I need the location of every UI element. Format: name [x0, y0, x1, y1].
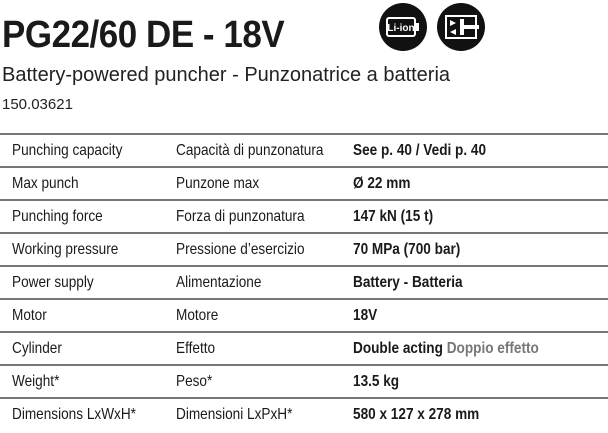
product-title: PG22/60 DE - 18V — [2, 14, 285, 56]
li-ion-label: Li-ion — [387, 23, 414, 34]
spec-value: 147 kN (15 t) — [353, 207, 434, 225]
spec-label-en: Motor — [12, 306, 47, 324]
table-row: Working pressure Pressione d’esercizio 70 … — [0, 232, 608, 266]
spec-value: Double acting — [353, 339, 443, 357]
table-row: Punching capacity Capacità di punzonatura… — [0, 133, 608, 167]
spec-value: 13.5 kg — [353, 372, 400, 390]
li-ion-battery-icon: Li-ion — [379, 3, 427, 51]
spec-value: 580 x 127 x 278 mm — [353, 405, 480, 423]
spec-value-it: Doppio effetto — [446, 339, 539, 357]
spec-label-it: Alimentazione — [176, 273, 262, 291]
spec-label-en: Max punch — [12, 174, 79, 192]
spec-label-it: Capacità di punzonatura — [176, 141, 324, 159]
table-row: Weight* Peso* 13.5 kg — [0, 364, 608, 398]
spec-label-it: Dimensioni LxPxH* — [176, 405, 293, 423]
table-row: Max punch Punzone max Ø 22 mm — [0, 166, 608, 200]
spec-value: 18V — [353, 306, 378, 324]
spec-value: See p. 40 / Vedi p. 40 — [353, 141, 487, 159]
spec-label-it: Pressione d’esercizio — [176, 240, 305, 258]
spec-label-en: Dimensions LxWxH* — [12, 405, 136, 423]
spec-label-en: Cylinder — [12, 339, 62, 357]
spec-label-it: Effetto — [176, 339, 216, 357]
spec-label-en: Weight* — [12, 372, 60, 390]
double-acting-cylinder-icon — [437, 3, 485, 51]
product-code: 150.03621 — [2, 96, 73, 113]
spec-value: 70 MPa (700 bar) — [353, 240, 461, 258]
table-row: Cylinder Effetto Double acting Doppio effe… — [0, 331, 608, 365]
spec-label-en: Punching capacity — [12, 141, 123, 159]
table-row: Motor Motore 18V — [0, 298, 608, 332]
spec-label-it: Punzone max — [176, 174, 260, 192]
table-row: Dimensions LxWxH* Dimensioni LxPxH* 580 x … — [0, 397, 608, 430]
spec-label-it: Motore — [176, 306, 219, 324]
spec-label-en: Punching force — [12, 207, 103, 225]
spec-label-en: Working pressure — [12, 240, 119, 258]
table-row: Power supply Alimentazione Battery - Batte… — [0, 265, 608, 299]
spec-value: Ø 22 mm — [353, 174, 411, 192]
spec-label-en: Power supply — [12, 273, 94, 291]
spec-table: Punching capacity Capacità di punzonatura… — [0, 133, 608, 430]
subtitle: Battery-powered puncher - Punzonatrice a… — [2, 64, 451, 86]
table-row: Punching force Forza di punzonatura 147 kN… — [0, 199, 608, 233]
spec-label-it: Forza di punzonatura — [176, 207, 305, 225]
spec-label-it: Peso* — [176, 372, 213, 390]
spec-value: Battery - Batteria — [353, 273, 463, 291]
